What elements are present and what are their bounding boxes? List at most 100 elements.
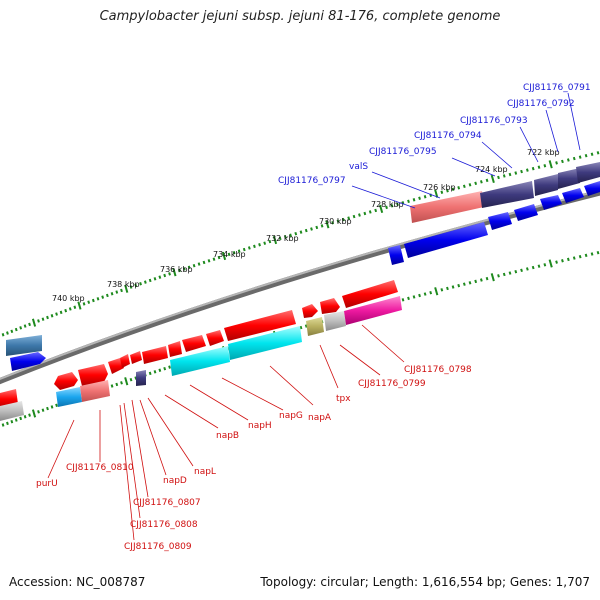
gene-feature[interactable] bbox=[108, 358, 124, 374]
gene-feature[interactable] bbox=[514, 204, 538, 221]
scale-tick bbox=[197, 262, 201, 266]
map-title: Campylobacter jejuni subsp. jejuni 81-17… bbox=[99, 9, 501, 24]
gene-feature[interactable] bbox=[6, 335, 42, 356]
gene-label-CJJ81176_0810[interactable]: CJJ81176_0810 bbox=[66, 463, 134, 473]
gene-feature[interactable] bbox=[584, 181, 600, 196]
scale-tick bbox=[187, 265, 191, 270]
gene-label-valS[interactable]: valS bbox=[349, 162, 368, 172]
gene-feature[interactable] bbox=[228, 326, 302, 360]
gene-label-napH[interactable]: napH bbox=[248, 421, 272, 431]
gene-feature[interactable] bbox=[54, 372, 78, 390]
gene-label-CJJ81176_0791[interactable]: CJJ81176_0791 bbox=[523, 83, 591, 93]
scale-tick bbox=[572, 256, 576, 260]
gene-feature[interactable] bbox=[342, 280, 398, 308]
gene-feature[interactable] bbox=[576, 162, 600, 183]
gene-label-napB[interactable]: napB bbox=[216, 431, 239, 441]
scale-tick bbox=[14, 327, 18, 332]
gene-label-CJJ81176_0792[interactable]: CJJ81176_0792 bbox=[507, 99, 575, 109]
outer-scale-ticks bbox=[1, 151, 600, 337]
gene-feature[interactable] bbox=[480, 181, 534, 208]
scale-tick bbox=[434, 287, 439, 296]
scale-tick bbox=[347, 216, 351, 220]
scale-tick bbox=[418, 293, 421, 298]
scale-tick bbox=[451, 187, 455, 191]
scale-tick bbox=[182, 267, 186, 271]
gene-label-CJJ81176_0797[interactable]: CJJ81176_0797 bbox=[278, 176, 346, 186]
scale-tick bbox=[390, 204, 394, 208]
gene-feature[interactable] bbox=[56, 387, 82, 407]
gene-feature[interactable] bbox=[320, 298, 340, 314]
scale-tick bbox=[331, 221, 335, 225]
gene-label-napA[interactable]: napA bbox=[308, 413, 332, 423]
gene-feature[interactable] bbox=[130, 351, 142, 364]
gene-feature[interactable] bbox=[410, 191, 484, 223]
scale-tick bbox=[396, 202, 399, 207]
gene-feature[interactable] bbox=[534, 174, 558, 196]
gene-feature[interactable] bbox=[206, 330, 224, 346]
scale-tick bbox=[310, 227, 313, 231]
scale-tick bbox=[508, 271, 512, 275]
gene-feature[interactable] bbox=[302, 304, 318, 318]
gene-label-CJJ81176_0807[interactable]: CJJ81176_0807 bbox=[133, 498, 201, 508]
scale-tick bbox=[418, 196, 421, 200]
scale-tick bbox=[485, 276, 489, 281]
gene-label-CJJ81176_0794[interactable]: CJJ81176_0794 bbox=[414, 131, 482, 141]
gene-label-napG[interactable]: napG bbox=[279, 411, 303, 421]
scale-label-722: 722 kbp bbox=[527, 148, 560, 157]
scale-tick bbox=[572, 156, 576, 161]
gene-feature[interactable] bbox=[558, 168, 580, 189]
gene-feature[interactable] bbox=[388, 245, 404, 265]
gene-feature[interactable] bbox=[78, 364, 108, 386]
gene-feature[interactable] bbox=[0, 401, 24, 421]
scale-tick bbox=[50, 314, 54, 318]
scale-tick bbox=[168, 272, 171, 276]
top-callout-lines bbox=[351, 92, 581, 209]
gene-label-CJJ81176_0799[interactable]: CJJ81176_0799 bbox=[358, 379, 426, 389]
gene-feature[interactable] bbox=[182, 335, 206, 352]
gene-feature[interactable] bbox=[120, 354, 130, 368]
gene-label-CJJ81176_0793[interactable]: CJJ81176_0793 bbox=[460, 116, 528, 126]
gene-feature[interactable] bbox=[224, 310, 296, 341]
bottom-callout-lines bbox=[47, 324, 405, 541]
gene-label-napL[interactable]: napL bbox=[194, 467, 216, 477]
gene-label-purU[interactable]: purU bbox=[36, 479, 58, 489]
gene-feature[interactable] bbox=[168, 341, 182, 357]
genome-backbone bbox=[0, 189, 600, 385]
gene-feature[interactable] bbox=[136, 370, 146, 386]
gene-feature[interactable] bbox=[344, 296, 402, 325]
scale-tick bbox=[82, 302, 86, 306]
scale-tick bbox=[490, 273, 495, 282]
gene-feature[interactable] bbox=[562, 188, 584, 203]
gene-feature[interactable] bbox=[488, 212, 512, 230]
scale-tick bbox=[479, 180, 483, 184]
gene-feature[interactable] bbox=[404, 222, 488, 258]
scale-tick bbox=[14, 418, 18, 422]
scale-tick bbox=[315, 225, 319, 230]
scale-tick bbox=[158, 368, 162, 372]
gene-label-CJJ81176_0798[interactable]: CJJ81176_0798 bbox=[404, 365, 472, 375]
gene-feature[interactable] bbox=[540, 195, 562, 210]
scale-tick bbox=[440, 288, 444, 292]
gene-feature[interactable] bbox=[306, 317, 324, 336]
scale-tick bbox=[584, 253, 588, 258]
gene-label-CJJ81176_0808[interactable]: CJJ81176_0808 bbox=[130, 520, 198, 530]
scale-tick bbox=[227, 252, 231, 257]
scale-tick bbox=[237, 249, 241, 253]
scale-tick bbox=[479, 278, 483, 282]
scale-tick bbox=[134, 283, 138, 288]
gene-label-CJJ81176_0795[interactable]: CJJ81176_0795 bbox=[369, 147, 437, 157]
gene-label-CJJ81176_0809[interactable]: CJJ81176_0809 bbox=[124, 542, 192, 552]
gene-feature[interactable] bbox=[80, 380, 110, 402]
scale-tick bbox=[242, 247, 246, 252]
scale-tick bbox=[497, 274, 500, 278]
scale-tick bbox=[531, 166, 535, 171]
gene-feature[interactable] bbox=[142, 346, 168, 364]
scale-tick bbox=[525, 168, 529, 172]
gene-feature[interactable] bbox=[10, 352, 46, 371]
gene-feature[interactable] bbox=[170, 346, 230, 376]
gene-feature[interactable] bbox=[324, 311, 346, 331]
gene-label-tpx[interactable]: tpx bbox=[336, 394, 351, 404]
scale-tick bbox=[139, 282, 142, 286]
gene-label-napD[interactable]: napD bbox=[163, 476, 187, 486]
scale-tick bbox=[46, 406, 49, 411]
